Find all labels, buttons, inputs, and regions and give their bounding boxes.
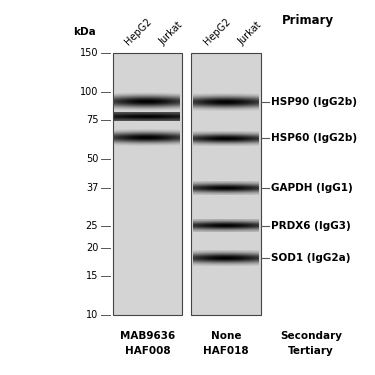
Text: GAPDH (IgG1): GAPDH (IgG1) [271, 183, 352, 193]
Text: 10: 10 [86, 310, 98, 320]
Text: SOD1 (IgG2a): SOD1 (IgG2a) [271, 253, 350, 263]
Text: 25: 25 [86, 221, 98, 231]
Text: HAF008: HAF008 [124, 346, 170, 355]
Text: Jurkat: Jurkat [236, 20, 263, 47]
Text: HepG2: HepG2 [201, 16, 232, 47]
Bar [112, 53, 182, 315]
Text: HSP60 (IgG2b): HSP60 (IgG2b) [271, 133, 357, 143]
Text: 50: 50 [86, 154, 98, 164]
Text: None: None [211, 331, 242, 340]
Text: Primary: Primary [281, 14, 334, 27]
Text: 100: 100 [80, 87, 98, 97]
Text: MAB9636: MAB9636 [120, 331, 175, 340]
Text: Secondary: Secondary [280, 331, 342, 340]
Text: PRDX6 (IgG3): PRDX6 (IgG3) [271, 221, 351, 231]
Text: HAF018: HAF018 [203, 346, 249, 355]
Text: 20: 20 [86, 243, 98, 253]
Text: 37: 37 [86, 183, 98, 193]
Text: 150: 150 [80, 48, 98, 57]
Text: HepG2: HepG2 [123, 16, 153, 47]
Text: 15: 15 [86, 271, 98, 281]
Text: Jurkat: Jurkat [158, 20, 184, 47]
Text: HSP90 (IgG2b): HSP90 (IgG2b) [271, 97, 357, 107]
Bar [191, 53, 261, 315]
Text: kDa: kDa [74, 27, 96, 37]
Text: Tertiary: Tertiary [288, 346, 334, 355]
Text: 75: 75 [86, 115, 98, 125]
